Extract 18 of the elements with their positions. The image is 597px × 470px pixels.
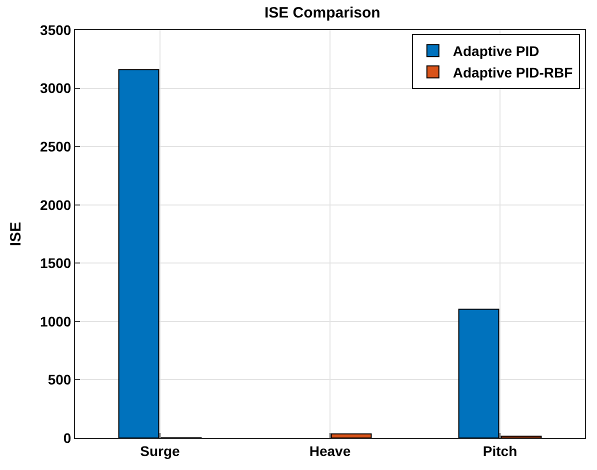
x-tick-label: Surge <box>140 442 180 459</box>
y-tick-label: 3500 <box>40 22 72 38</box>
x-tick-label: Pitch <box>482 442 518 459</box>
legend-label: Adaptive PID-RBF <box>452 64 574 80</box>
y-axis-title: ISE <box>7 222 24 246</box>
bar <box>458 308 500 438</box>
y-tick-label: 1000 <box>40 313 72 330</box>
y-tick-label: 2000 <box>40 196 72 213</box>
y-tick-label: 3000 <box>40 80 72 96</box>
y-tick-label: 500 <box>48 372 72 388</box>
legend-label: Adaptive PID <box>452 43 540 60</box>
chart-title: ISE Comparison <box>264 4 380 22</box>
y-tick-label: 2500 <box>40 138 72 154</box>
x-tick-label: Heave <box>309 442 351 459</box>
bar <box>118 69 160 438</box>
bar <box>330 433 372 438</box>
y-tick-label: 1500 <box>40 255 72 272</box>
y-tick-label: 0 <box>63 430 72 446</box>
